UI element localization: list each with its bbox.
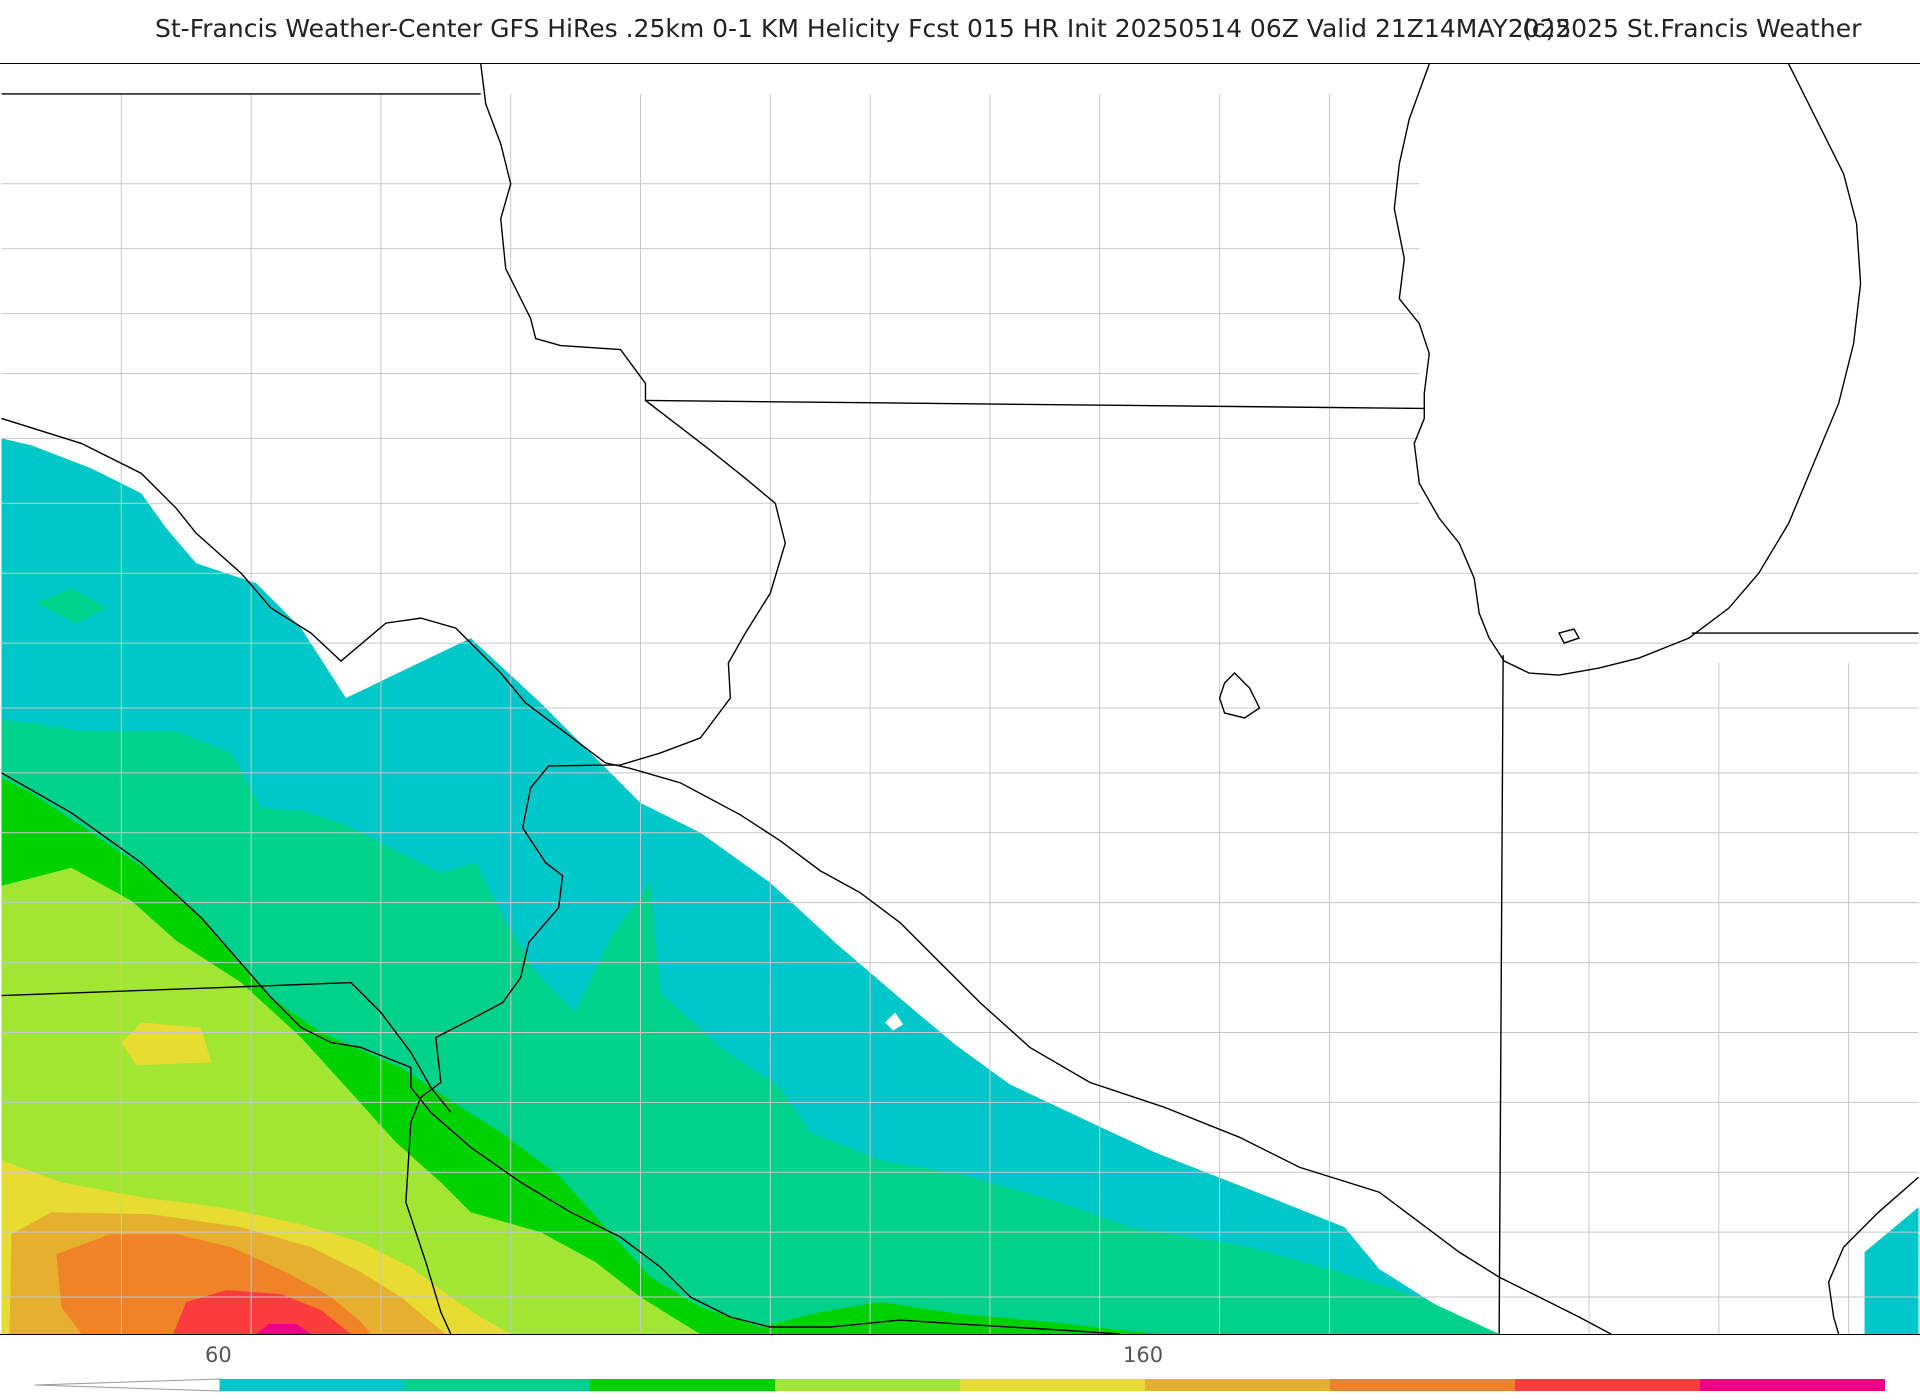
colorbar-segment	[1330, 1379, 1515, 1391]
colorbar-segment	[775, 1379, 960, 1391]
contour-magenta	[256, 1324, 312, 1334]
copyright-label: (c)2025 St.Francis Weather	[1522, 14, 1862, 43]
colorbar-tick-160: 160	[1123, 1343, 1164, 1367]
lake-michigan-shore	[1393, 64, 1862, 676]
colorbar-under-arrow	[34, 1378, 221, 1392]
state-border-vertical	[405, 1122, 452, 1334]
contour-right-edge	[1827, 1176, 1919, 1334]
colorbar-segment	[960, 1379, 1145, 1391]
river-west	[1, 772, 1120, 1334]
contour-yellow-spot	[121, 1022, 212, 1066]
colorbar-over-arrow	[1700, 1379, 1885, 1391]
county-boundaries	[1, 93, 1919, 1334]
helicity-map	[0, 63, 1920, 1335]
state-border-middle	[1, 981, 452, 1113]
contour-cyan-right	[1864, 1207, 1919, 1334]
map-title: St-Francis Weather-Center GFS HiRes .25k…	[155, 14, 1572, 43]
colorbar-tick-60: 60	[205, 1343, 232, 1367]
state-borders	[1, 64, 1919, 1334]
map-title-bar: St-Francis Weather-Center GFS HiRes .25k…	[0, 14, 1920, 54]
contour-red	[173, 1290, 351, 1334]
contour-line-outer	[1, 417, 1612, 1334]
helicity-contours	[1, 438, 1919, 1334]
colorbar-segments	[220, 1379, 1885, 1391]
state-border-indiana	[1498, 632, 1919, 1334]
river-mississippi	[410, 64, 786, 1123]
colorbar-segment	[1145, 1379, 1330, 1391]
colorbar-segment	[590, 1379, 775, 1391]
colorbar-segment	[405, 1379, 590, 1391]
contour-teal-spot	[36, 588, 107, 624]
contour-loop-2	[1558, 628, 1581, 644]
contour-loop-1	[1218, 672, 1261, 719]
colorbar-segment	[220, 1379, 405, 1391]
colorbar-segment	[1515, 1379, 1700, 1391]
colorbar	[34, 1378, 1885, 1392]
state-border-north	[1, 93, 1425, 410]
contour-white-hole	[885, 1012, 904, 1031]
